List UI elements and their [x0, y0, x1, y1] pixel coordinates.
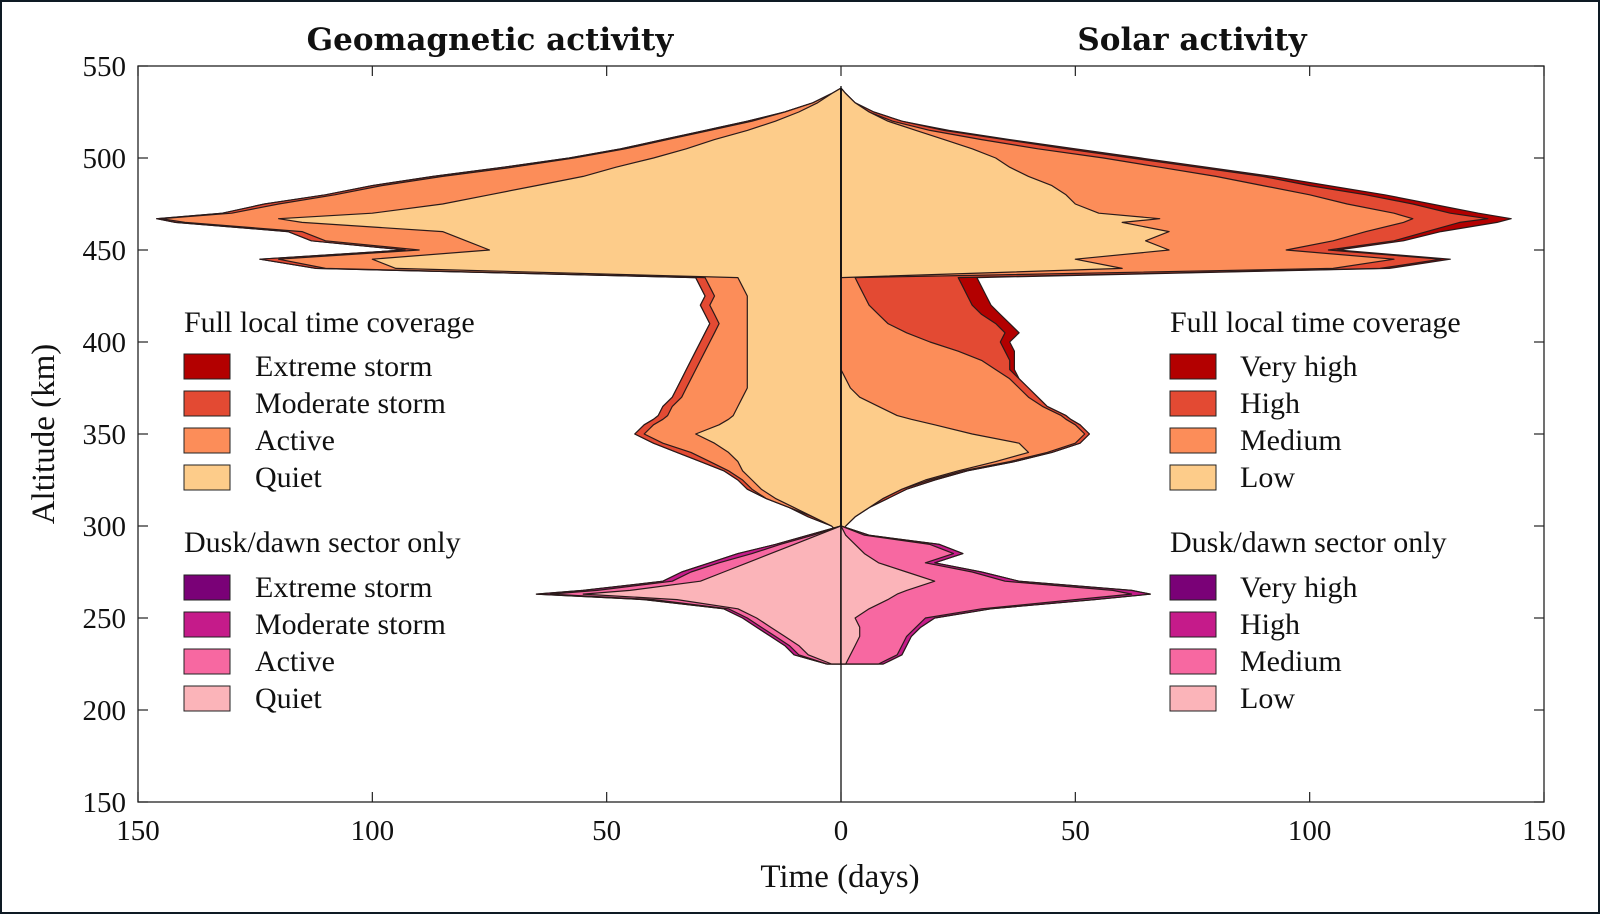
legend-label: High — [1240, 387, 1300, 420]
legend-swatch — [183, 648, 231, 675]
legend-label: Medium — [1240, 645, 1342, 678]
legend-swatch — [183, 427, 231, 454]
left-title: Geomagnetic activity — [307, 22, 675, 58]
legend-label: Active — [255, 645, 335, 678]
legend-item: Quiet — [183, 461, 322, 494]
x-tick-label: 50 — [592, 815, 621, 847]
legend-item: Medium — [1169, 645, 1342, 678]
legend-item: High — [1169, 387, 1300, 420]
legend-label: Low — [1240, 461, 1295, 494]
legend-swatch — [1169, 427, 1217, 454]
legend-label: Moderate storm — [255, 608, 446, 641]
legend-item: Moderate storm — [183, 608, 446, 641]
left-legend-full-title: Full local time coverage — [184, 306, 475, 339]
y-tick-label: 300 — [83, 511, 127, 543]
legend-label: Extreme storm — [255, 350, 432, 383]
legend-swatch — [1169, 648, 1217, 675]
y-tick-label: 450 — [83, 235, 127, 267]
legend-item: Very high — [1169, 571, 1357, 604]
legend-swatch — [183, 390, 231, 417]
legend-swatch — [183, 353, 231, 380]
legend-item: Active — [183, 424, 335, 457]
x-tick-label: 150 — [1522, 815, 1566, 847]
right-legend: Full local time coverage Very high High … — [1169, 306, 1461, 715]
left-legend-dusk-title: Dusk/dawn sector only — [184, 526, 461, 559]
y-tick-label: 200 — [83, 695, 127, 727]
y-tick-label: 400 — [83, 327, 127, 359]
y-tick-label: 500 — [83, 143, 127, 175]
right-legend-dusk-title: Dusk/dawn sector only — [1170, 526, 1447, 559]
right-title: Solar activity — [1077, 22, 1307, 58]
legend-item: Quiet — [183, 682, 322, 715]
legend-label: Quiet — [255, 682, 322, 715]
x-tick-label: 150 — [116, 815, 160, 847]
legend-swatch — [183, 464, 231, 491]
x-tick-label: 100 — [351, 815, 395, 847]
x-tick-label: 0 — [834, 815, 849, 847]
legend-item: Low — [1169, 682, 1295, 715]
legend-label: High — [1240, 608, 1300, 641]
x-axis-label: Time (days) — [760, 859, 919, 895]
y-tick-label: 550 — [83, 51, 127, 83]
legend-swatch — [1169, 464, 1217, 491]
legend-swatch — [183, 685, 231, 712]
y-tick-label: 250 — [83, 603, 127, 635]
legend-swatch — [183, 611, 231, 638]
y-axis-label: Altitude (km) — [26, 344, 62, 525]
legend-label: Very high — [1240, 571, 1357, 604]
legend-item: Extreme storm — [183, 571, 432, 604]
legend-swatch — [1169, 574, 1217, 601]
axis-ticks: 150 100 50 0 50 100 15015020025030035040045050… — [83, 51, 1566, 847]
legend-swatch — [1169, 611, 1217, 638]
right-legend-full-title: Full local time coverage — [1170, 306, 1461, 339]
legend-swatch — [1169, 390, 1217, 417]
x-tick-label: 100 — [1288, 815, 1332, 847]
legend-item: Moderate storm — [183, 387, 446, 420]
legend-swatch — [1169, 353, 1217, 380]
legend-item: Active — [183, 645, 335, 678]
legend-item: Extreme storm — [183, 350, 432, 383]
left-legend: Full local time coverage Extreme storm M… — [183, 306, 475, 715]
y-tick-label: 350 — [83, 419, 127, 451]
legend-label: Moderate storm — [255, 387, 446, 420]
legend-label: Medium — [1240, 424, 1342, 457]
legend-item: Medium — [1169, 424, 1342, 457]
legend-swatch — [183, 574, 231, 601]
x-tick-label: 50 — [1061, 815, 1090, 847]
area-layers — [156, 86, 1512, 802]
legend-swatch — [1169, 685, 1217, 712]
legend-item: Low — [1169, 461, 1295, 494]
legend-label: Very high — [1240, 350, 1357, 383]
legend-label: Extreme storm — [255, 571, 432, 604]
legend-label: Active — [255, 424, 335, 457]
legend-item: Very high — [1169, 350, 1357, 383]
legend-label: Low — [1240, 682, 1295, 715]
y-tick-label: 150 — [83, 787, 127, 819]
legend-item: High — [1169, 608, 1300, 641]
legend-label: Quiet — [255, 461, 322, 494]
